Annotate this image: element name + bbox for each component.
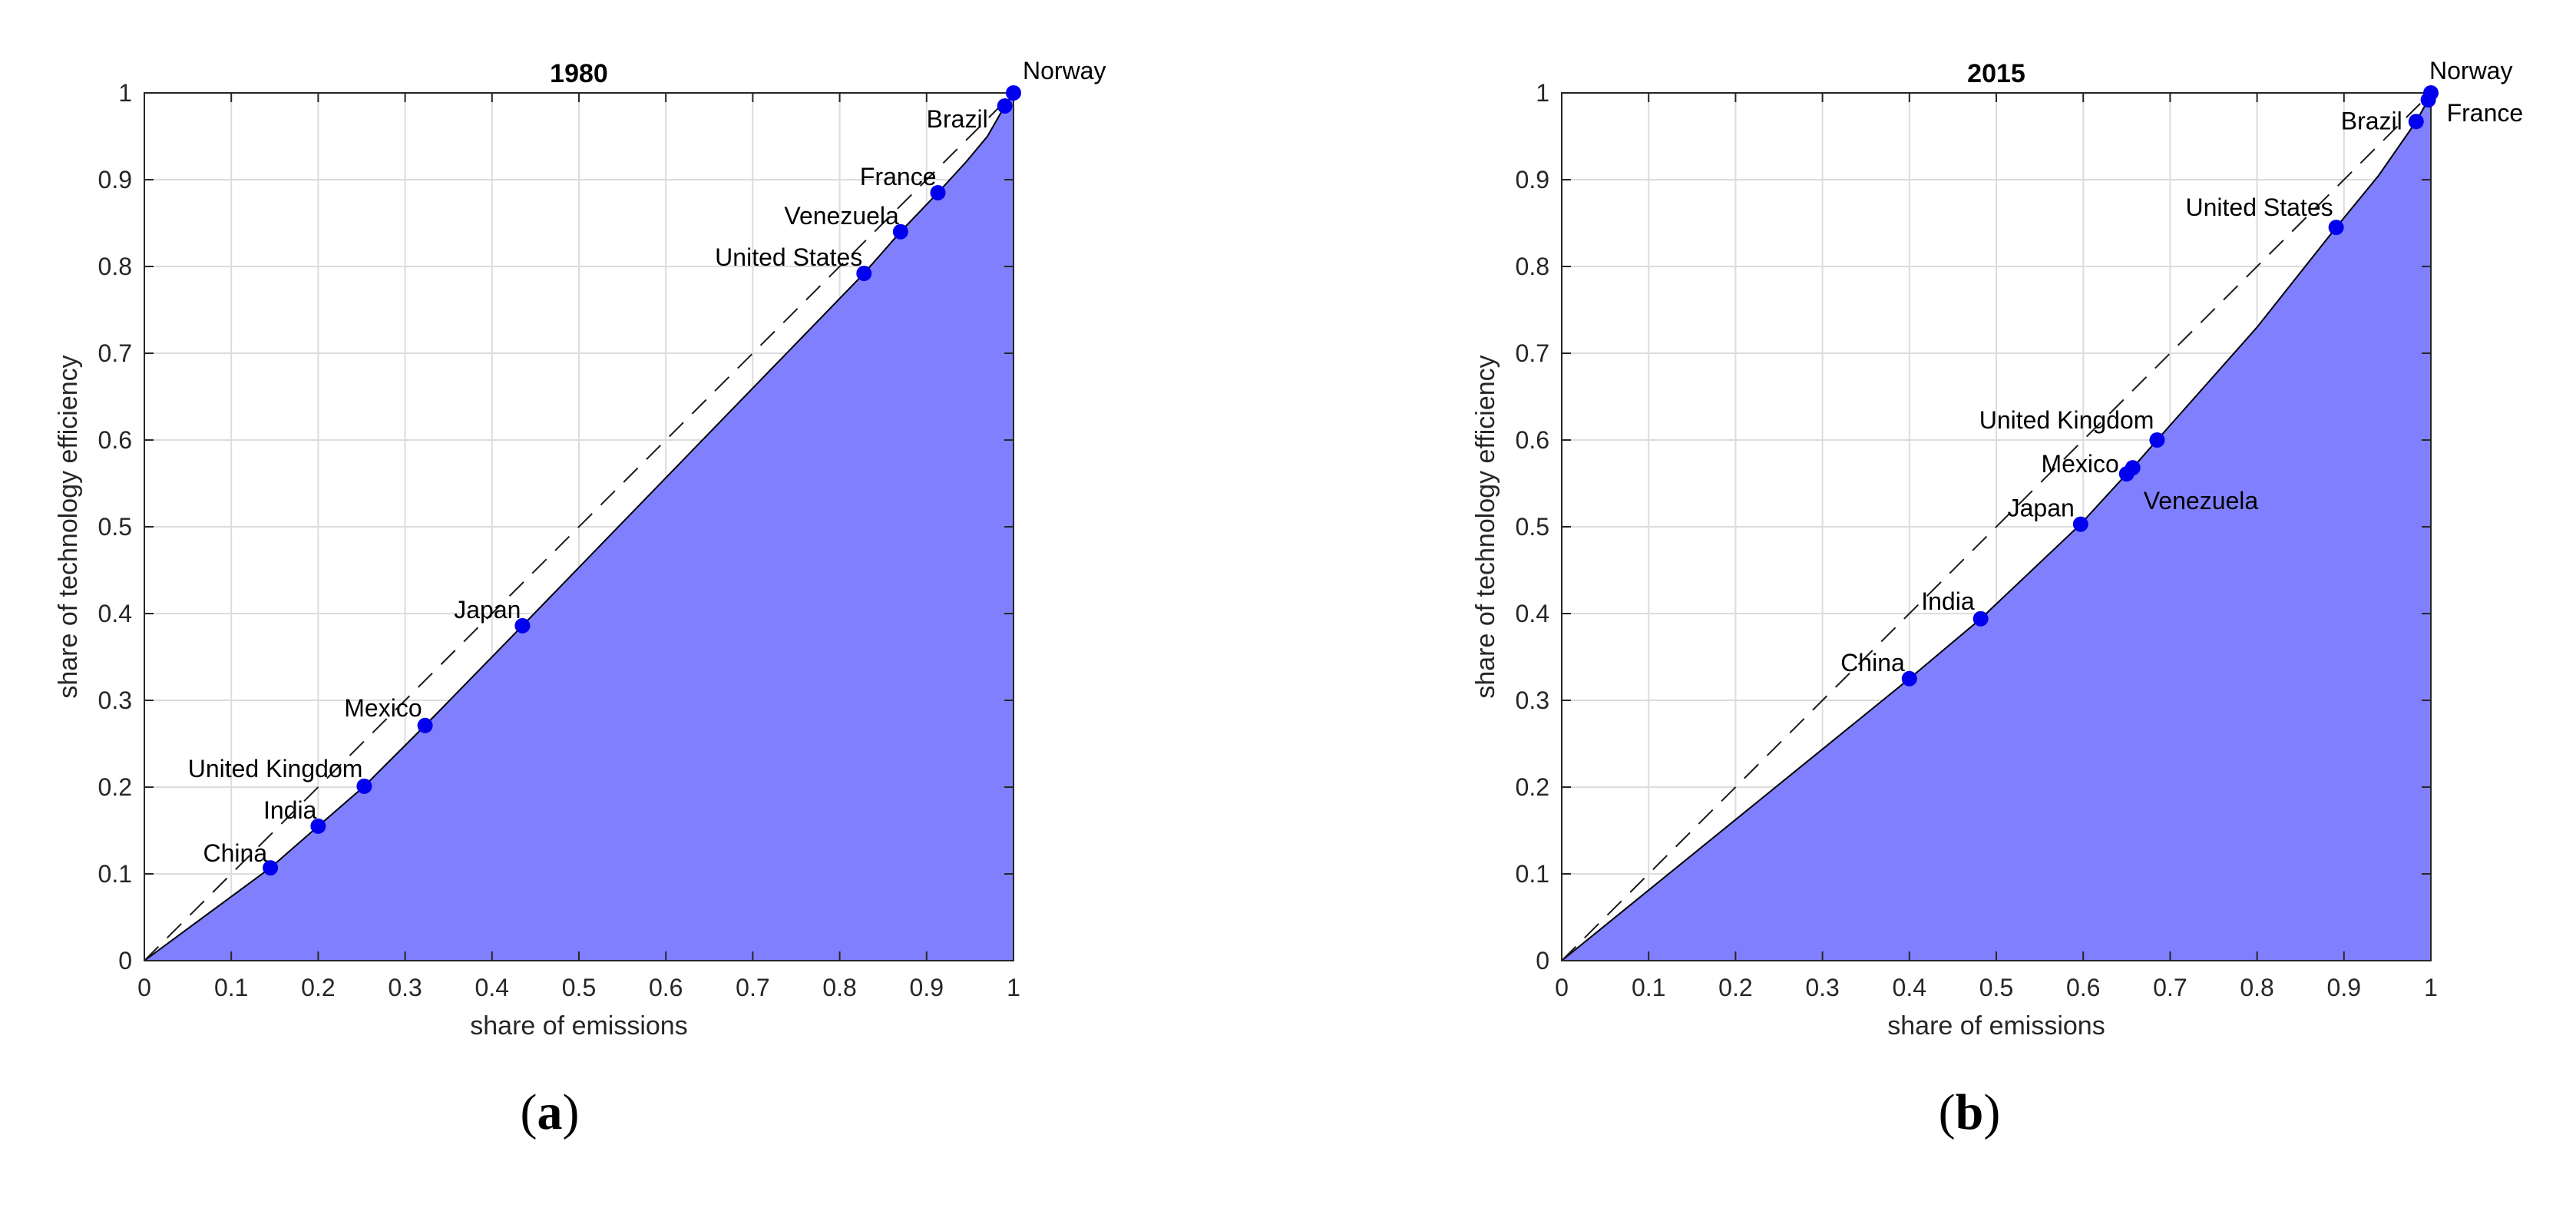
y-axis-label: share of technology efficiency (1471, 355, 1500, 698)
area-fill (144, 93, 1014, 961)
y-tick-label: 0.4 (98, 600, 132, 627)
x-tick-label: 0.1 (214, 974, 248, 1001)
x-tick-label: 0.9 (2327, 974, 2361, 1001)
chart-panel-a: 0 0.1 0.2 0.3 0.4 0.5 0.6 0.7 0.8 0.9 1 0 0.1 0.2 0.3 0… (54, 57, 1106, 1140)
point-label: United States (2186, 194, 2333, 221)
data-point (2149, 432, 2165, 448)
point-label: Norway (2429, 57, 2512, 84)
data-point (856, 266, 872, 282)
y-tick-label: 0.9 (1516, 166, 1549, 194)
point-label: Norway (1023, 57, 1106, 84)
point-label: France (2447, 99, 2524, 127)
x-axis-label: share of emissions (1887, 1011, 2105, 1041)
y-tick-label: 0.2 (98, 773, 132, 801)
data-point (2072, 516, 2088, 532)
data-point (1901, 670, 1917, 687)
x-tick-label: 0.3 (388, 974, 422, 1001)
equality-line (1561, 92, 2432, 961)
point-label: United Kingdom (188, 755, 363, 783)
point-label: United Kingdom (1979, 406, 2154, 434)
y-tick-label: 0.4 (1516, 600, 1549, 627)
data-point (417, 717, 433, 733)
x-tick-label: 0.7 (2153, 974, 2187, 1001)
y-tick-label: 0.5 (98, 513, 132, 541)
x-tick-label: 1 (1007, 974, 1020, 1001)
x-axis-label: share of emissions (470, 1011, 687, 1041)
data-point (310, 818, 326, 834)
chart-panel-b: 0 0.1 0.2 0.3 0.4 0.5 0.6 0.7 0.8 0.9 1 0 0.1 0.2 0.3 0… (1471, 57, 2523, 1140)
point-label: United States (715, 243, 862, 271)
x-tick-label: 0.4 (475, 974, 509, 1001)
panel-label: (a) (521, 1084, 580, 1140)
x-tick-label: 0.6 (2066, 974, 2100, 1001)
x-tick-label: 0.1 (1632, 974, 1665, 1001)
point-label: Venezuela (2144, 487, 2259, 515)
x-tick-label: 1 (2424, 974, 2438, 1001)
point-label: Mexico (344, 694, 422, 722)
data-point (356, 778, 372, 794)
x-tick-label: 0 (1555, 974, 1569, 1001)
x-tick-label: 0.5 (562, 974, 596, 1001)
y-tick-label: 0.7 (1516, 339, 1549, 367)
data-point (2125, 460, 2141, 476)
y-tick-label: 0.1 (1516, 860, 1549, 888)
x-tick-label: 0.6 (649, 974, 683, 1001)
data-point (997, 98, 1013, 114)
y-tick-label: 0.2 (1516, 773, 1549, 801)
point-label: India (1921, 587, 1975, 615)
data-point (514, 617, 531, 634)
data-point (930, 184, 946, 200)
data-point (1006, 85, 1021, 101)
y-tick-label: 0.3 (1516, 687, 1549, 714)
point-label: Japan (454, 596, 521, 624)
x-tick-label: 0.4 (1893, 974, 1926, 1001)
point-label: Venezuela (784, 202, 899, 230)
x-tick-label: 0.9 (910, 974, 944, 1001)
point-label: France (860, 163, 937, 190)
data-point (2423, 85, 2439, 101)
chart-title: 1980 (550, 59, 608, 88)
point-label: China (203, 839, 268, 867)
point-label: Mexico (2041, 450, 2118, 478)
y-tick-label: 0.8 (1516, 253, 1549, 280)
equality-line (144, 92, 1014, 961)
x-tick-label: 0.3 (1805, 974, 1839, 1001)
y-tick-label: 0.6 (1516, 426, 1549, 454)
point-label: Japan (2008, 495, 2075, 522)
area-fill (1562, 93, 2431, 961)
x-tick-label: 0.7 (736, 974, 769, 1001)
data-point (1973, 610, 1989, 627)
x-tick-label: 0.2 (301, 974, 335, 1001)
data-point (2328, 220, 2344, 236)
point-label: China (1840, 649, 1905, 677)
y-tick-label: 0 (118, 947, 132, 974)
y-axis-label: share of technology efficiency (54, 355, 83, 698)
y-tick-label: 0 (1536, 947, 1549, 974)
y-tick-label: 0.9 (98, 166, 132, 194)
panel-label: (b) (1939, 1084, 2001, 1140)
x-tick-label: 0.2 (1718, 974, 1752, 1001)
point-label: India (263, 796, 317, 824)
y-tick-label: 0.1 (98, 860, 132, 888)
y-tick-label: 0.6 (98, 426, 132, 454)
y-tick-label: 0.5 (1516, 513, 1549, 541)
x-tick-label: 0.5 (1979, 974, 2013, 1001)
y-tick-label: 1 (1536, 79, 1549, 107)
y-tick-label: 1 (118, 79, 132, 107)
y-tick-label: 0.3 (98, 687, 132, 714)
y-tick-label: 0.8 (98, 253, 132, 280)
x-tick-label: 0 (137, 974, 151, 1001)
chart-title: 2015 (1967, 59, 2025, 88)
data-point (263, 860, 279, 876)
x-tick-label: 0.8 (822, 974, 856, 1001)
point-label: Brazil (2341, 107, 2402, 134)
data-point (2408, 114, 2424, 130)
data-point (892, 223, 908, 240)
x-tick-label: 0.8 (2240, 974, 2273, 1001)
y-tick-label: 0.7 (98, 339, 132, 367)
point-label: Brazil (927, 105, 988, 133)
